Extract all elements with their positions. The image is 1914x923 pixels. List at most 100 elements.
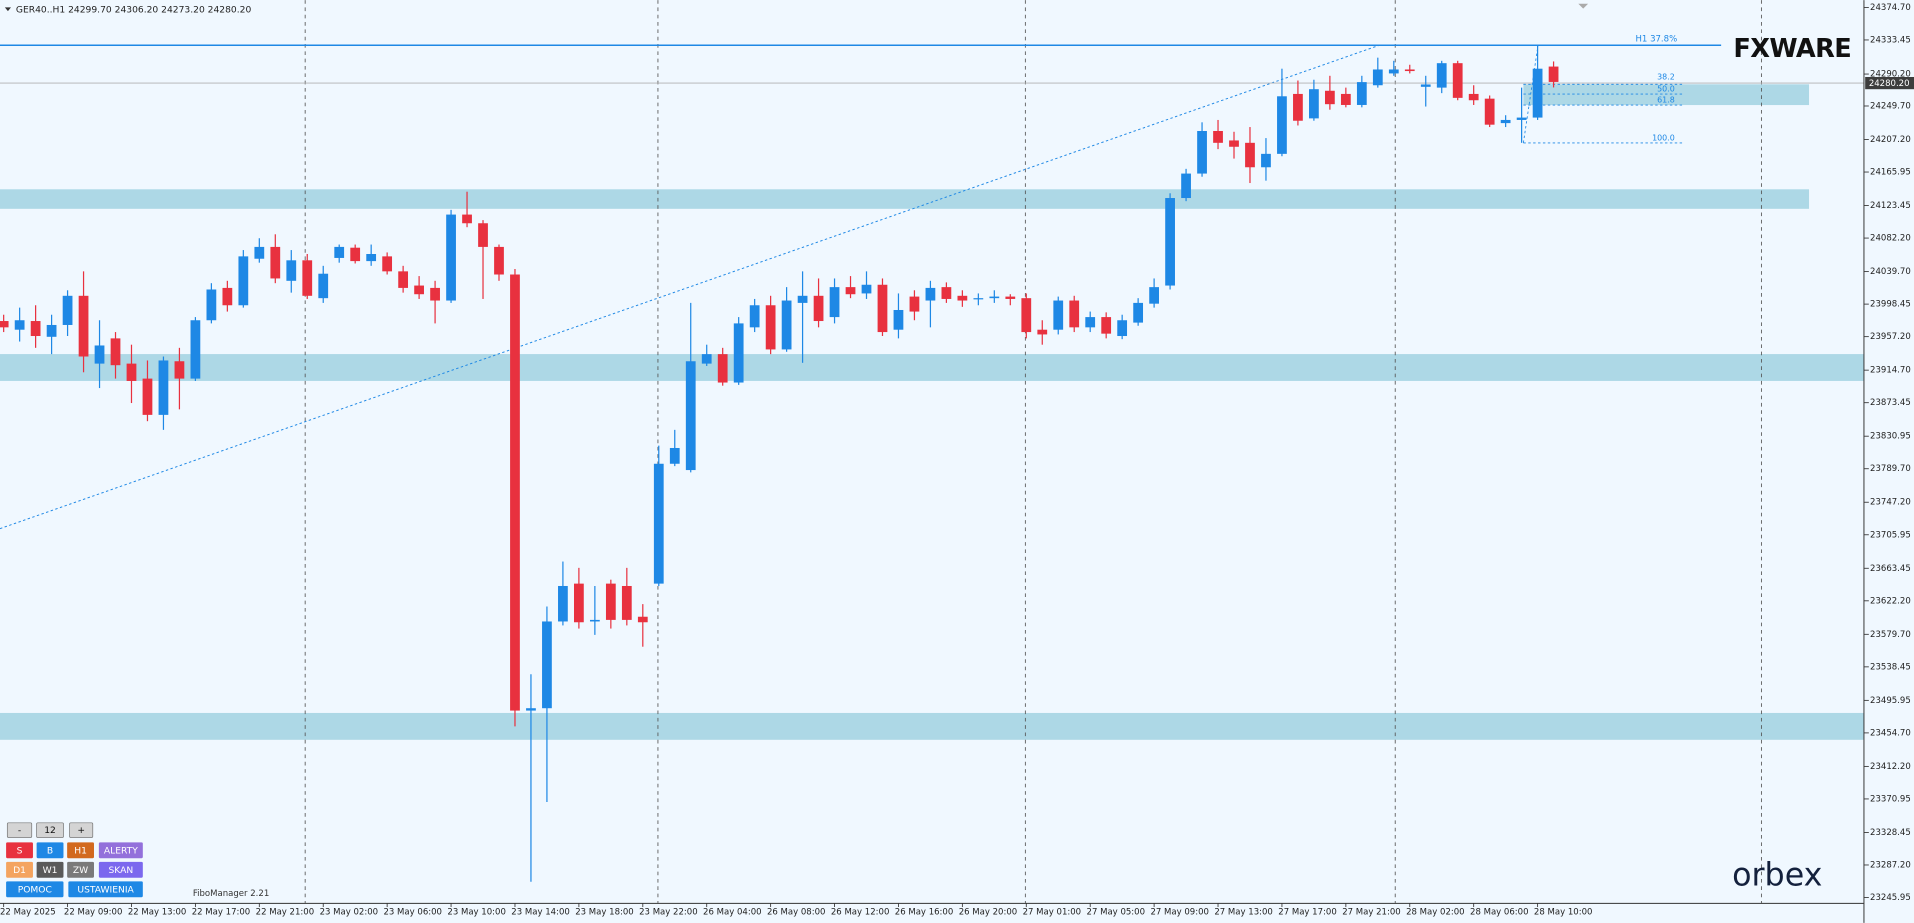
- fibo-label: 61.8: [1657, 96, 1675, 105]
- candle-body: [446, 214, 456, 301]
- candle-body: [973, 298, 984, 300]
- candle-body: [1117, 320, 1128, 337]
- candle-body: [893, 309, 904, 330]
- x-tick-label: 22 May 09:00: [64, 907, 123, 917]
- candle-body: [510, 274, 520, 711]
- candle-body: [1356, 82, 1367, 105]
- button[interactable]: [69, 822, 94, 838]
- candle-body: [1548, 66, 1559, 82]
- button[interactable]: [98, 842, 143, 859]
- candle-body: [637, 616, 648, 623]
- button[interactable]: [36, 822, 64, 838]
- y-tick-label: 24290.20: [1870, 70, 1911, 80]
- price-label-box: [1865, 76, 1914, 90]
- y-tick-label: 23998.45: [1870, 300, 1911, 310]
- candle-body: [877, 284, 888, 333]
- x-tick-label: 26 May 12:00: [831, 907, 890, 917]
- candle-body: [0, 321, 9, 328]
- x-tick-label: 22 May 21:00: [256, 907, 315, 917]
- candle-body: [1277, 96, 1287, 154]
- button-label[interactable]: H1: [74, 846, 87, 856]
- y-tick-label: 24249.70: [1870, 101, 1911, 111]
- candle-body: [733, 323, 744, 383]
- button[interactable]: [67, 861, 94, 878]
- candle-body: [1340, 93, 1351, 105]
- candle-body: [1149, 287, 1159, 304]
- candle-body: [46, 324, 57, 337]
- candle-body: [126, 363, 137, 381]
- button[interactable]: [6, 822, 33, 838]
- candle-body: [1532, 68, 1543, 118]
- button[interactable]: [67, 842, 94, 859]
- y-tick-label: 24207.20: [1870, 135, 1911, 145]
- candle-body: [781, 300, 792, 350]
- y-tick-label: 23412.20: [1870, 762, 1911, 772]
- candle-body: [813, 295, 824, 322]
- x-tick-label: 22 May 17:00: [192, 907, 251, 917]
- candle-body: [1021, 298, 1032, 333]
- candle-body: [1229, 140, 1239, 147]
- x-tick-label: 26 May 20:00: [959, 907, 1018, 917]
- candle-body: [941, 287, 952, 299]
- button[interactable]: [36, 861, 64, 878]
- button-label[interactable]: W1: [43, 866, 58, 876]
- candle-body: [222, 287, 233, 306]
- button-label[interactable]: ALERTY: [104, 846, 138, 856]
- candle-body: [302, 260, 313, 296]
- y-tick-label: 23245.95: [1870, 893, 1911, 903]
- zone: [0, 712, 1864, 740]
- candle-body: [318, 273, 329, 299]
- y-tick-label: 23873.45: [1870, 398, 1911, 408]
- candle-body: [158, 360, 169, 415]
- candle-body: [62, 295, 73, 325]
- button[interactable]: [36, 842, 64, 859]
- button-label[interactable]: D1: [13, 866, 26, 876]
- button[interactable]: [68, 881, 143, 898]
- fibo-label: 100.0: [1652, 134, 1675, 143]
- candle-body: [254, 246, 265, 259]
- candle-body: [94, 345, 105, 364]
- button-label[interactable]: SKAN: [108, 866, 133, 876]
- y-tick-label: 23622.20: [1870, 596, 1911, 606]
- button-label[interactable]: 12: [44, 826, 56, 836]
- button[interactable]: [6, 861, 33, 878]
- candle-body: [398, 271, 409, 288]
- button-label[interactable]: -: [18, 826, 21, 836]
- x-tick-label: 28 May 06:00: [1470, 907, 1529, 917]
- y-tick-label: 24165.95: [1870, 168, 1911, 178]
- candle-body: [1484, 98, 1495, 125]
- toolbar: S B H1 ALERTY D1 W1 ZW SKAN POMOC USTAWI…: [6, 842, 143, 898]
- candle-body: [1213, 130, 1223, 143]
- button-label[interactable]: S: [17, 846, 23, 856]
- candle-body: [621, 585, 632, 620]
- button-label[interactable]: ZW: [73, 866, 88, 876]
- x-tick-label: 26 May 16:00: [895, 907, 954, 917]
- candle-body: [238, 256, 249, 306]
- x-tick-label: 23 May 02:00: [320, 907, 379, 917]
- candle-body: [1085, 317, 1096, 328]
- candle-body: [334, 246, 345, 258]
- y-tick-label: 23789.70: [1870, 464, 1911, 474]
- candle-body: [1101, 317, 1112, 334]
- candle-body: [1197, 130, 1207, 174]
- y-tick-label: 23287.20: [1870, 860, 1911, 870]
- toolbar: - 12 +: [6, 822, 94, 838]
- candle-body: [1404, 69, 1415, 72]
- candle-body: [765, 305, 776, 350]
- button[interactable]: [98, 861, 143, 878]
- button-label[interactable]: B: [47, 846, 53, 856]
- header-arrow[interactable]: [4, 7, 11, 12]
- button[interactable]: [6, 881, 64, 898]
- candle-body: [190, 320, 201, 379]
- candle-body: [430, 287, 440, 301]
- button-label[interactable]: POMOC: [18, 885, 52, 895]
- button-label[interactable]: USTAWIENIA: [77, 885, 134, 895]
- button-label[interactable]: +: [77, 826, 85, 836]
- button[interactable]: [6, 842, 33, 859]
- header: GER40..H1 24299.70 24306.20 24273.20 242…: [16, 5, 252, 15]
- candle-body: [829, 287, 840, 318]
- fibo-zone: [1523, 84, 1810, 106]
- candle-body: [925, 287, 936, 301]
- candle-body: [414, 285, 424, 295]
